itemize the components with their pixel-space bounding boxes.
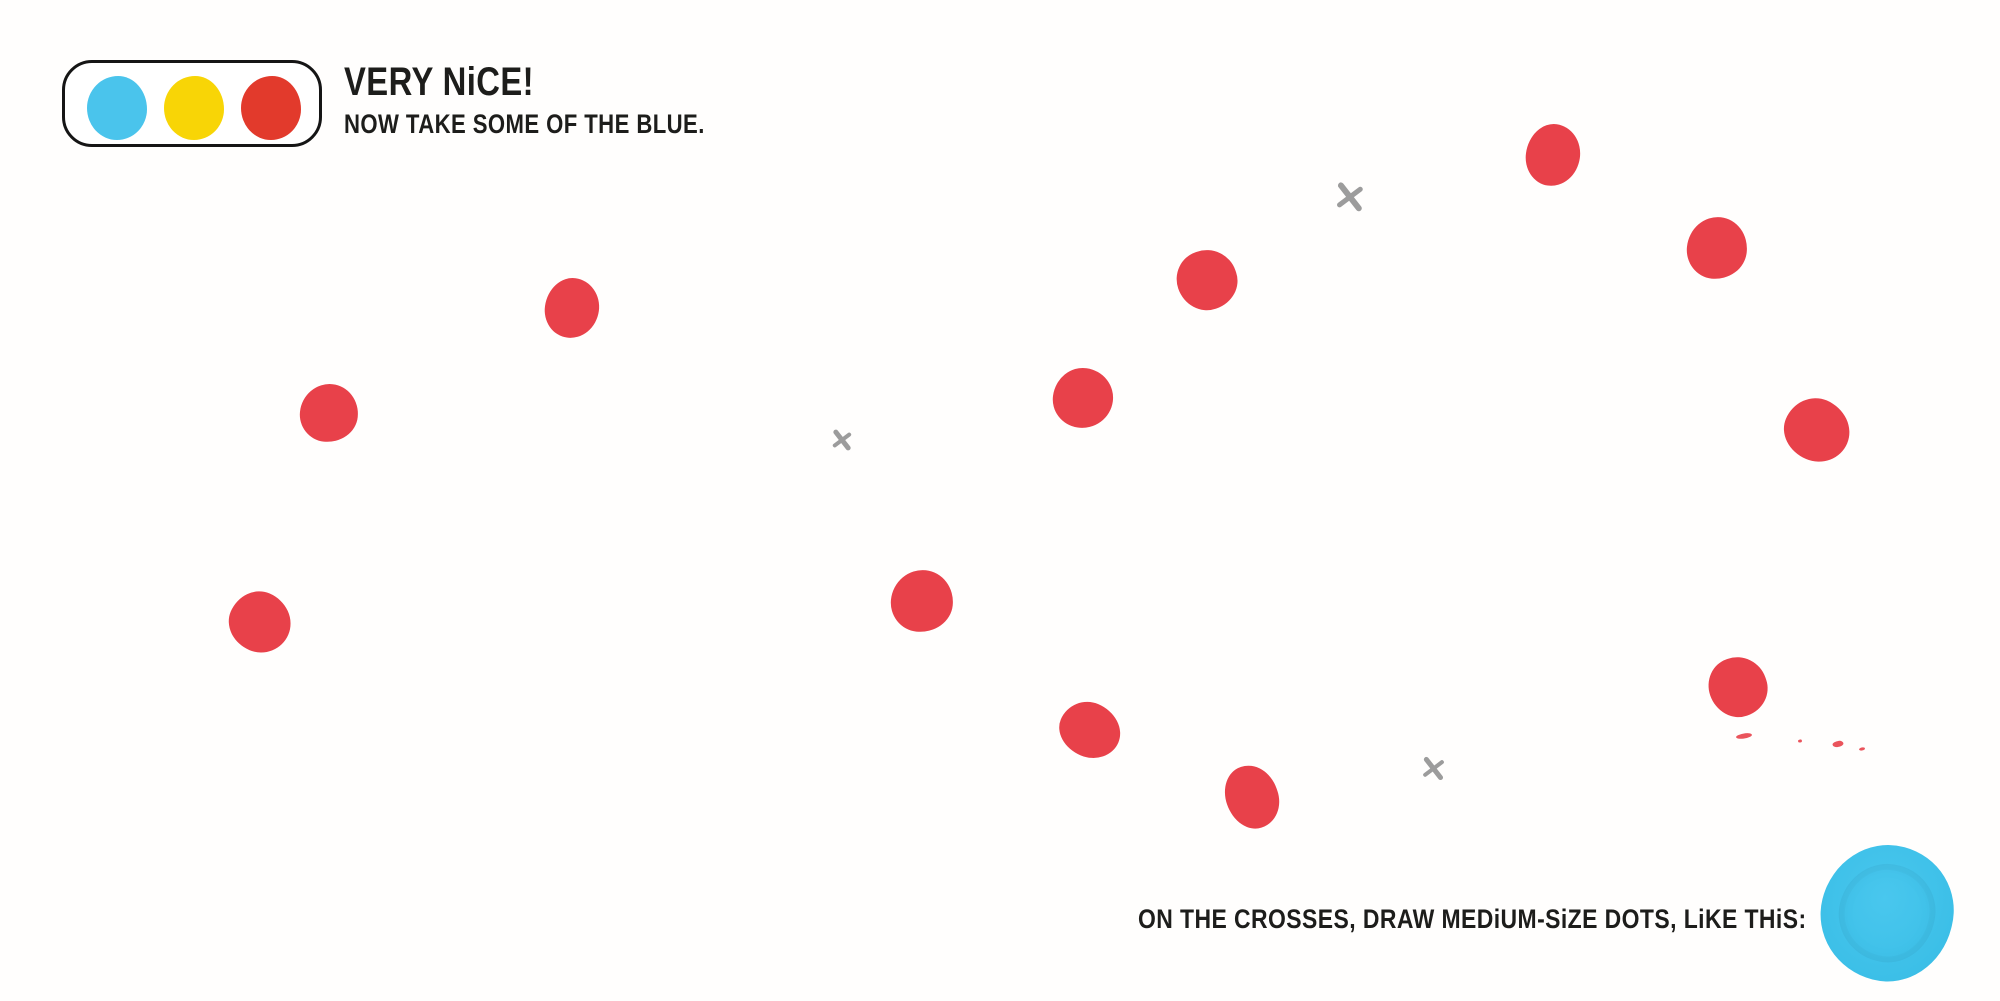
instruction-header: VERY NiCE! NOW TAKE SOME OF THE BLUE.: [344, 62, 784, 138]
red-dot[interactable]: [1216, 758, 1288, 836]
instruction-subtitle-text: NOW TAKE SOME OF THE BLUE.: [344, 109, 705, 139]
red-dot[interactable]: [1774, 388, 1860, 472]
cross-mark[interactable]: [1332, 179, 1368, 215]
bottom-instruction-text: ON THE CROSSES, DRAW MEDiUM-SiZE DOTS, L…: [1138, 904, 1807, 934]
color-palette: [62, 60, 322, 147]
red-dot[interactable]: [541, 274, 603, 342]
example-blue-dot[interactable]: [1806, 831, 1968, 995]
red-dot[interactable]: [1683, 214, 1751, 282]
red-dot[interactable]: [1700, 649, 1776, 725]
red-dot[interactable]: [297, 381, 361, 445]
palette-blue-dot[interactable]: [87, 76, 147, 140]
paint-speckle: [1797, 739, 1803, 743]
red-dot[interactable]: [1050, 693, 1130, 767]
paint-speckle: [1858, 747, 1866, 751]
paint-speckle: [1832, 740, 1844, 748]
red-dot[interactable]: [1521, 120, 1585, 190]
cross-mark[interactable]: [1419, 754, 1447, 782]
red-dot[interactable]: [1049, 364, 1117, 432]
palette-yellow-dot[interactable]: [164, 76, 224, 140]
red-dot[interactable]: [887, 566, 957, 636]
cross-mark[interactable]: [829, 427, 854, 452]
instruction-title-text: VERY NiCE!: [344, 60, 535, 104]
instruction-subtitle: NOW TAKE SOME OF THE BLUE.: [344, 111, 784, 138]
bottom-instruction: ON THE CROSSES, DRAW MEDiUM-SiZE DOTS, L…: [1020, 906, 1807, 933]
palette-red-dot[interactable]: [241, 76, 301, 140]
instruction-title: VERY NiCE!: [344, 62, 784, 102]
red-dot[interactable]: [1168, 241, 1246, 319]
paint-speckle: [1735, 732, 1753, 740]
red-dot[interactable]: [219, 582, 301, 662]
